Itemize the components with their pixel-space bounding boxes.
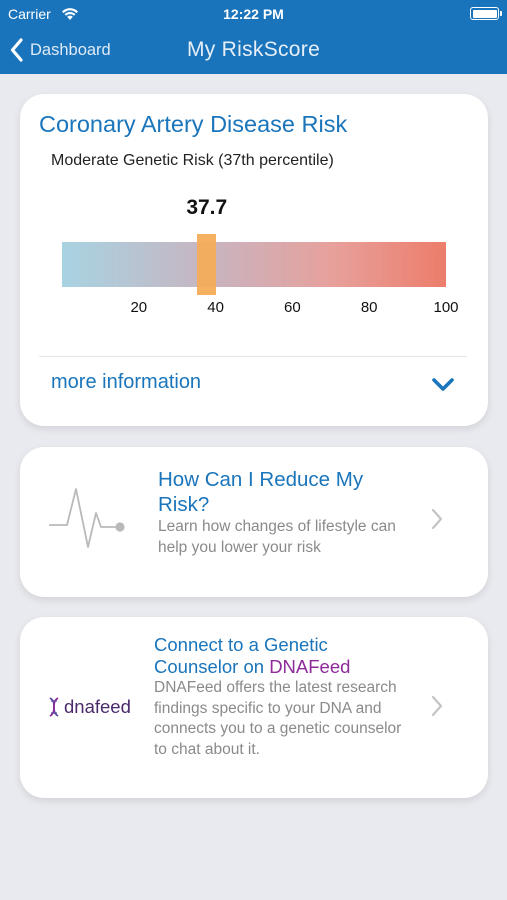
page-title: My RiskScore — [186, 38, 321, 61]
dnafeed-logo-text: dnafeed — [64, 696, 131, 717]
carrier-label: Carrier — [8, 6, 51, 22]
dnafeed-logo: dnafeed — [47, 696, 131, 718]
divider — [39, 356, 467, 357]
back-button[interactable]: Dashboard — [10, 36, 111, 64]
dnafeed-title: Connect to a Genetic Counselor on DNAFee… — [154, 634, 404, 678]
dnafeed-body: DNAFeed offers the latest research findi… — [154, 679, 402, 758]
score-value: 37.7 — [186, 196, 228, 219]
more-information-label: more information — [51, 371, 202, 393]
chevron-left-icon — [10, 38, 23, 62]
chevron-down-icon — [432, 378, 454, 391]
dnafeed-title-prefix: Connect to a Genetic Counselor on — [154, 634, 328, 677]
tick-label: 40 — [207, 299, 224, 316]
chevron-right-icon — [431, 508, 443, 530]
heartbeat-icon — [49, 488, 125, 548]
reduce-risk-title: How Can I Reduce My Risk? — [158, 468, 364, 516]
more-information-button[interactable]: more information — [20, 357, 488, 425]
navigation-header: Carrier 12:22 PM Dashboard My RiskScore — [0, 0, 507, 74]
risk-gradient-bar — [62, 242, 446, 287]
tick-label: 20 — [130, 299, 148, 316]
battery-icon — [470, 7, 502, 20]
risk-marker — [197, 234, 217, 295]
back-button-label: Dashboard — [30, 40, 111, 59]
tick-label: 100 — [433, 299, 459, 316]
reduce-risk-card[interactable]: How Can I Reduce My Risk? Learn how chan… — [20, 447, 488, 597]
risk-title: Coronary Artery Disease Risk — [39, 111, 348, 137]
risk-score-card: Coronary Artery Disease Risk Moderate Ge… — [20, 94, 488, 426]
tick-label: 60 — [284, 299, 301, 316]
dna-helix-icon — [49, 697, 59, 717]
clock: 12:22 PM — [223, 6, 284, 22]
reduce-risk-body: Learn how changes of lifestyle can help … — [158, 518, 396, 556]
dnafeed-card[interactable]: dnafeed Connect to a Genetic Counselor o… — [20, 617, 488, 798]
status-bar: Carrier 12:22 PM — [0, 0, 507, 28]
tick-label: 80 — [360, 299, 378, 316]
wifi-icon — [61, 6, 79, 25]
chevron-right-icon — [431, 695, 443, 717]
risk-subtitle: Moderate Genetic Risk (37th percentile) — [51, 152, 334, 169]
dnafeed-title-highlight: DNAFeed — [269, 656, 351, 677]
